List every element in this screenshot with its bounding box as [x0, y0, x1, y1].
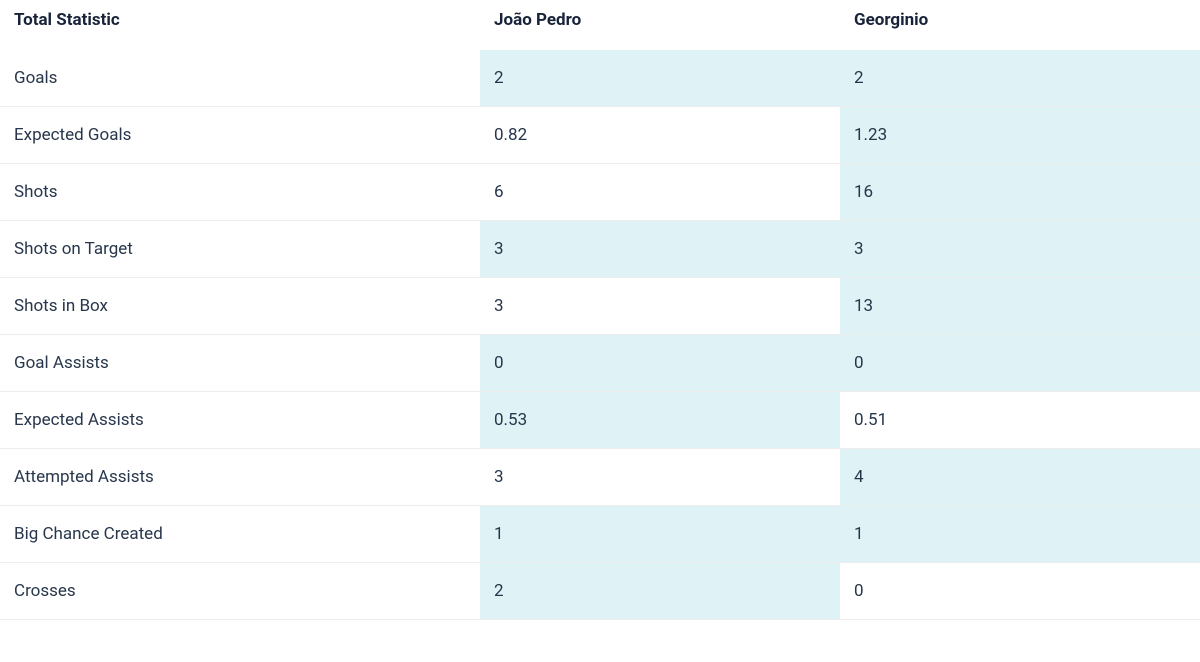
stat-label: Goal Assists [0, 335, 480, 392]
player1-value: 6 [480, 164, 840, 221]
player2-value: 3 [840, 221, 1200, 278]
player1-value: 3 [480, 449, 840, 506]
table-row: Crosses20 [0, 563, 1200, 620]
stat-label: Shots in Box [0, 278, 480, 335]
header-statistic: Total Statistic [0, 0, 480, 50]
player2-value: 0.51 [840, 392, 1200, 449]
table-row: Shots616 [0, 164, 1200, 221]
player1-value: 3 [480, 221, 840, 278]
player2-value: 0 [840, 335, 1200, 392]
player1-value: 0 [480, 335, 840, 392]
table-row: Attempted Assists34 [0, 449, 1200, 506]
player1-value: 2 [480, 563, 840, 620]
player2-value: 2 [840, 50, 1200, 107]
stats-table-body: Goals22Expected Goals0.821.23Shots616Sho… [0, 50, 1200, 620]
player2-value: 4 [840, 449, 1200, 506]
player1-value: 0.82 [480, 107, 840, 164]
stat-label: Crosses [0, 563, 480, 620]
stat-label: Goals [0, 50, 480, 107]
stat-label: Expected Goals [0, 107, 480, 164]
table-row: Shots on Target33 [0, 221, 1200, 278]
stat-label: Shots [0, 164, 480, 221]
stat-label: Big Chance Created [0, 506, 480, 563]
table-row: Big Chance Created11 [0, 506, 1200, 563]
player2-value: 1 [840, 506, 1200, 563]
player1-value: 2 [480, 50, 840, 107]
stat-label: Attempted Assists [0, 449, 480, 506]
player1-value: 0.53 [480, 392, 840, 449]
player1-value: 1 [480, 506, 840, 563]
stat-label: Shots on Target [0, 221, 480, 278]
table-row: Expected Assists0.530.51 [0, 392, 1200, 449]
player2-value: 1.23 [840, 107, 1200, 164]
player2-value: 16 [840, 164, 1200, 221]
player2-value: 13 [840, 278, 1200, 335]
table-row: Shots in Box313 [0, 278, 1200, 335]
stat-label: Expected Assists [0, 392, 480, 449]
stats-comparison-table: Total Statistic João Pedro Georginio Goa… [0, 0, 1200, 620]
table-row: Goal Assists00 [0, 335, 1200, 392]
header-player2: Georginio [840, 0, 1200, 50]
player1-value: 3 [480, 278, 840, 335]
player2-value: 0 [840, 563, 1200, 620]
table-header-row: Total Statistic João Pedro Georginio [0, 0, 1200, 50]
header-player1: João Pedro [480, 0, 840, 50]
table-row: Goals22 [0, 50, 1200, 107]
table-row: Expected Goals0.821.23 [0, 107, 1200, 164]
